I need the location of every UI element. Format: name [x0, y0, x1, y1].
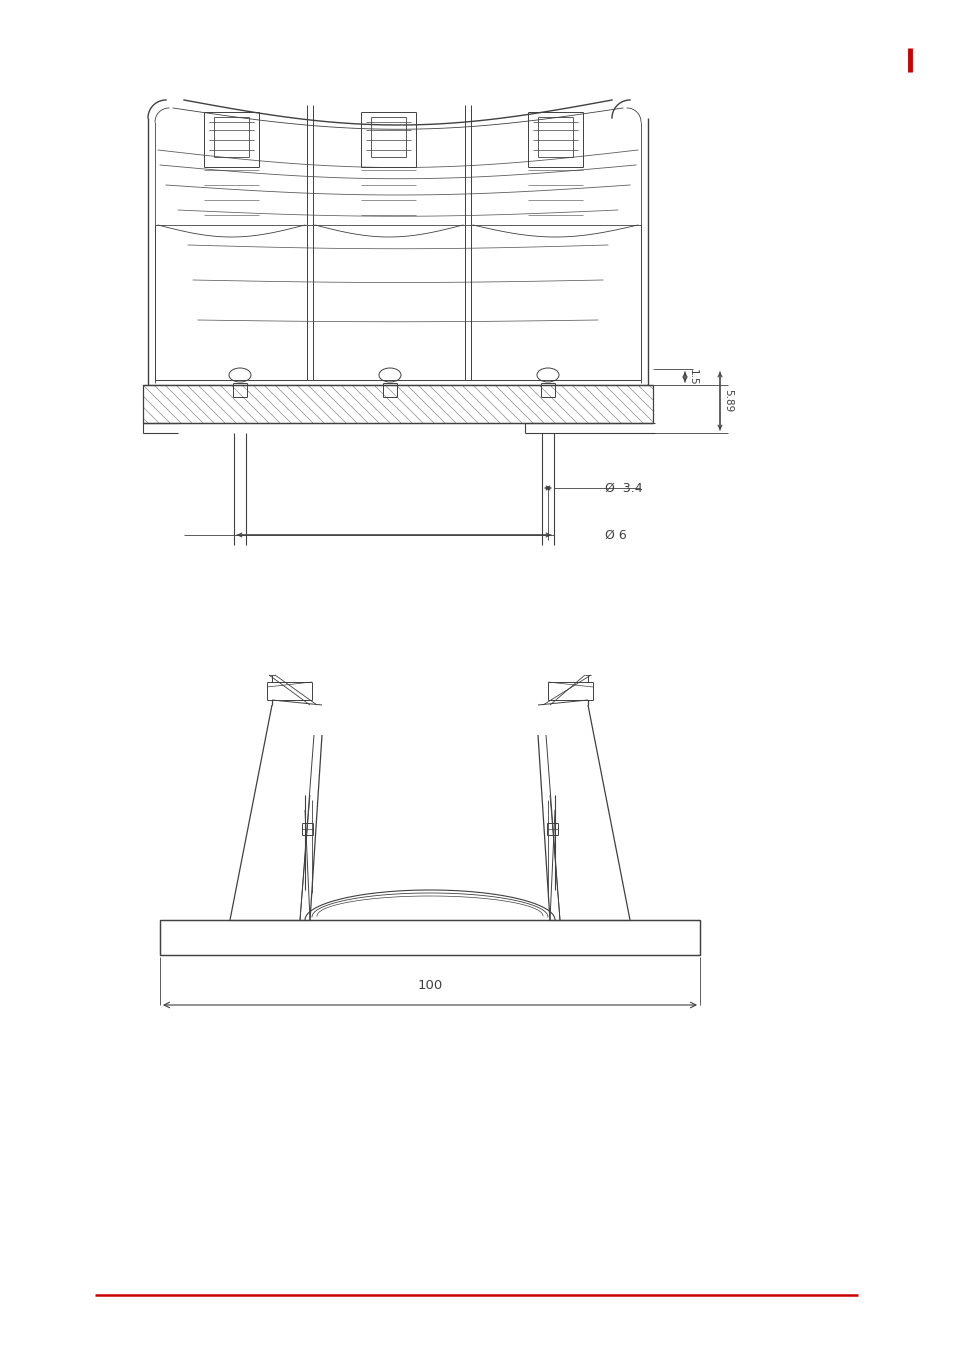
Text: 5.89: 5.89 — [722, 389, 732, 412]
Text: 1.5: 1.5 — [687, 369, 698, 385]
Text: Ø 6: Ø 6 — [604, 529, 626, 542]
Text: 100: 100 — [416, 979, 442, 992]
Text: Ø  3.4: Ø 3.4 — [604, 481, 642, 495]
Bar — [143, 385, 652, 423]
Bar — [160, 919, 700, 955]
